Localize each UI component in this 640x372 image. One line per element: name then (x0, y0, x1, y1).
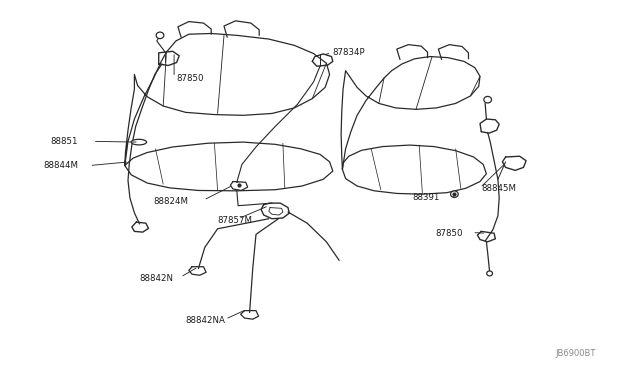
Text: 88391: 88391 (413, 193, 440, 202)
Ellipse shape (487, 271, 493, 276)
Text: 87857M: 87857M (218, 216, 253, 225)
Text: 87834P: 87834P (333, 48, 365, 57)
Ellipse shape (484, 96, 492, 103)
Text: 87850: 87850 (176, 74, 204, 83)
Ellipse shape (451, 191, 458, 198)
Text: 88851: 88851 (50, 137, 77, 146)
Text: 88844M: 88844M (44, 161, 79, 170)
Text: 88842N: 88842N (140, 274, 173, 283)
Text: 88824M: 88824M (154, 197, 189, 206)
Text: JB6900BT: JB6900BT (556, 349, 596, 358)
Ellipse shape (131, 140, 147, 145)
Text: 88845M: 88845M (481, 185, 516, 193)
Ellipse shape (156, 32, 164, 39)
Text: 87850: 87850 (435, 229, 463, 238)
Text: 88842NA: 88842NA (186, 316, 225, 325)
